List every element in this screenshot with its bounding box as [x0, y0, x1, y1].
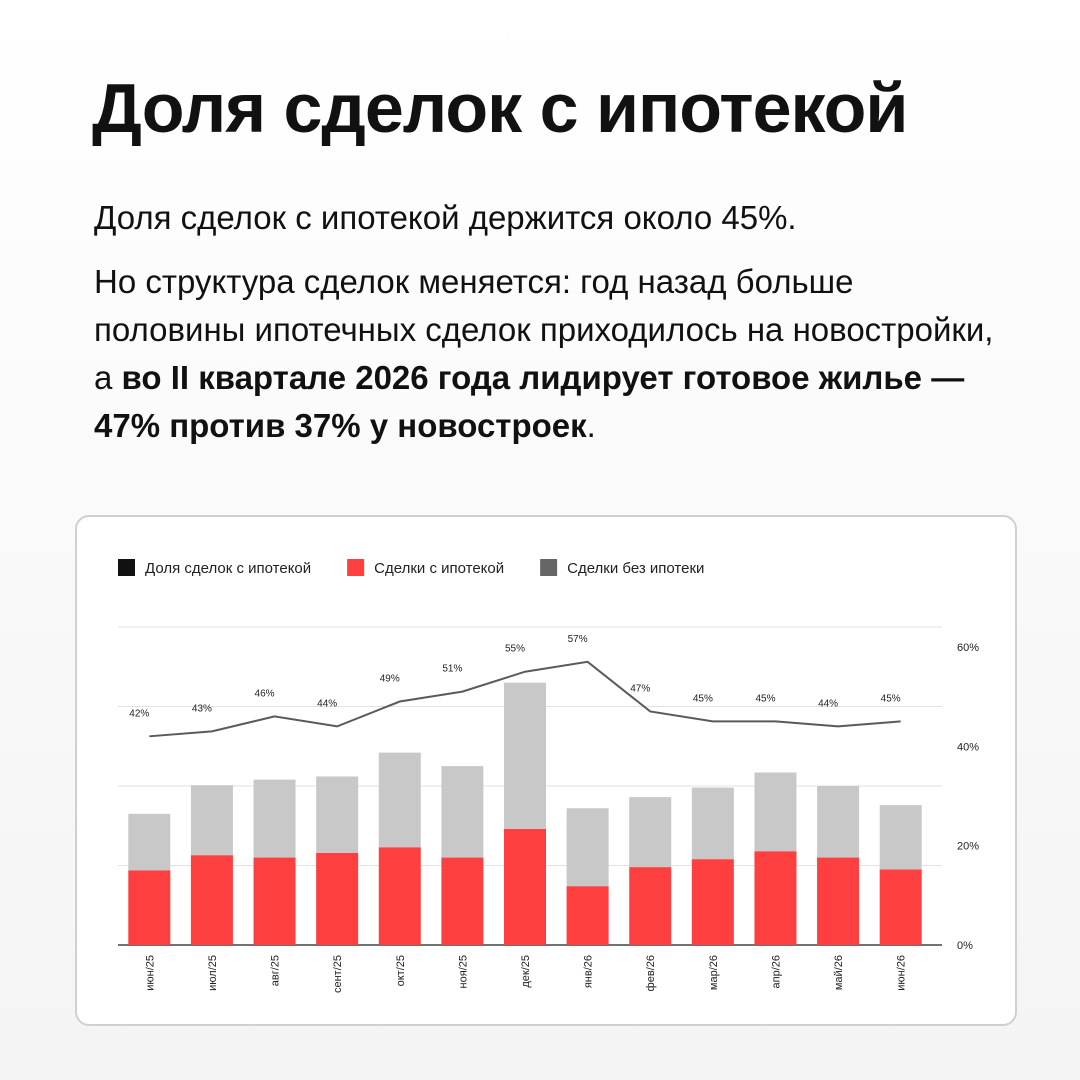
bar [754, 772, 797, 852]
paragraph: Но структура сделок меняется: год назад … [94, 258, 994, 450]
x-tick-label: сент/25 [332, 955, 344, 993]
x-tick-label: июн/26 [896, 955, 908, 991]
x-tick-label: апр/26 [770, 955, 782, 988]
bar [817, 786, 860, 858]
bar [190, 785, 233, 856]
data-label: 45% [755, 693, 775, 704]
x-tick-label: май/26 [833, 955, 845, 990]
x-tick-label: июн/25 [144, 955, 156, 991]
x-tick-label: ноя/25 [457, 955, 469, 988]
bar [253, 779, 296, 858]
paragraph: Доля сделок с ипотекой держится около 45… [94, 199, 797, 236]
legend-label: Сделки без ипотеки [567, 560, 704, 577]
line [149, 660, 901, 738]
bar [566, 808, 609, 887]
bar [441, 766, 484, 858]
y2-tick-label: 40% [957, 741, 979, 753]
bar [441, 857, 484, 945]
bar [754, 851, 797, 945]
bold-text: во II квартале 2026 года лидирует готово… [94, 359, 965, 444]
bar [504, 682, 546, 829]
bar [691, 787, 734, 860]
data-label: 44% [317, 698, 337, 709]
y2-tick-label: 60% [957, 642, 979, 654]
data-label: 51% [442, 664, 462, 675]
x-tick-label: дек/25 [520, 955, 532, 988]
legend-label: Доля сделок с ипотекой [145, 560, 311, 577]
x-tick-label: фев/26 [645, 955, 657, 991]
bar [378, 752, 421, 848]
x-tick-label: авг/25 [270, 955, 282, 986]
bar [190, 855, 233, 945]
legend-label: Сделки с ипотекой [374, 560, 504, 577]
bar [504, 828, 546, 945]
bar [879, 869, 922, 945]
title: Доля сделок с ипотекой [92, 69, 908, 147]
bar [691, 859, 734, 945]
x-tick-label: янв/26 [583, 955, 595, 988]
x-tick-label: июл/25 [207, 955, 219, 991]
text: . [586, 407, 596, 444]
bar [128, 813, 171, 871]
data-label: 46% [255, 688, 275, 699]
data-label: 57% [568, 634, 588, 645]
text: Но структура сделок меняется: год назад … [94, 263, 994, 396]
bar [817, 857, 860, 945]
y2-tick-label: 0% [957, 940, 973, 952]
bar [316, 852, 359, 945]
data-label: 49% [380, 674, 400, 685]
data-label: 44% [818, 698, 838, 709]
bar [879, 805, 922, 870]
data-label: 55% [505, 644, 525, 655]
bar [316, 776, 359, 853]
bar [629, 797, 672, 868]
data-label: 47% [630, 683, 650, 694]
x-tick-label: мар/26 [708, 955, 720, 990]
data-label: 45% [881, 693, 901, 704]
y2-tick-label: 20% [957, 841, 979, 853]
bar [566, 886, 609, 945]
legend-swatch [540, 559, 558, 576]
bar [253, 857, 296, 945]
data-label: 43% [192, 703, 212, 714]
legend-swatch [347, 559, 365, 576]
legend-swatch [118, 559, 135, 576]
bar [629, 867, 672, 945]
data-label: 42% [129, 708, 149, 719]
x-tick-label: окт/25 [395, 955, 407, 986]
bar [378, 847, 421, 945]
data-label: 45% [693, 693, 713, 704]
bar [128, 870, 171, 945]
